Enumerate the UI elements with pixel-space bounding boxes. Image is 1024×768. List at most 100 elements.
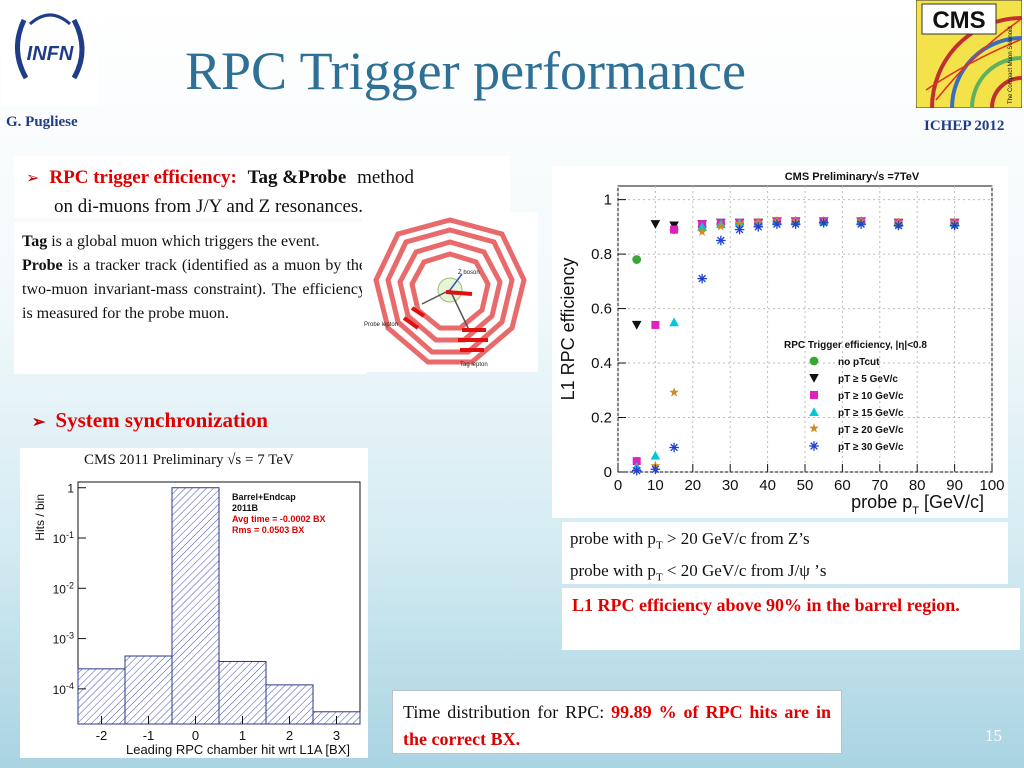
tag-probe-description: Tag is a global muon which triggers the …	[14, 222, 366, 374]
histogram-x-axis-label: Leading RPC chamber hit wrt L1A [BX]	[126, 742, 350, 757]
efficiency-legend-label: pT ≥ 30 GeV/c	[838, 442, 904, 453]
svg-text:★: ★	[734, 216, 745, 231]
histogram-tick-label-y: 10-3	[53, 631, 74, 647]
timing-note-highlight: 99.89 % of RPC hits are in the correct B…	[403, 702, 831, 749]
efficiency-point	[631, 320, 642, 330]
histogram-tick-label-x: 3	[333, 728, 340, 743]
histogram-tick-label-x: -2	[96, 728, 108, 743]
infn-logo-graphic: INFN	[15, 13, 85, 80]
efficiency-point: ★	[753, 214, 764, 229]
efficiency-tick-label-x: 90	[946, 477, 963, 494]
histogram-tick-label-x: -1	[143, 728, 155, 743]
svg-text:★: ★	[696, 224, 707, 239]
efficiency-point: ★	[715, 218, 726, 233]
histogram-bar	[77, 668, 126, 725]
efficiency-point	[651, 320, 660, 329]
note-line1-sub: T	[655, 539, 663, 552]
efficiency-point	[856, 219, 866, 229]
histogram-tick-label-y: 10-1	[53, 530, 74, 546]
efficiency-tick-label-y: 0.2	[591, 410, 612, 427]
efficiency-point	[697, 222, 707, 231]
efficiency-point	[632, 457, 641, 466]
cms-logo-graphic: CMS The Compact Muon Solenoid	[915, 0, 1024, 200]
histogram-bar	[171, 487, 220, 725]
method-word: method	[357, 167, 415, 188]
efficiency-tick-label-y: 0.8	[591, 246, 612, 263]
probe-description: is a tracker track (identified as a muon…	[22, 257, 366, 322]
tag-probe-label: Tag &Probe	[247, 167, 347, 188]
efficiency-legend-label: pT ≥ 10 GeV/c	[838, 391, 904, 402]
efficiency-legend-label: no pTcut	[838, 357, 880, 368]
efficiency-point	[650, 450, 661, 460]
efficiency-point	[669, 317, 679, 327]
efficiency-point: ★	[668, 385, 679, 400]
rpc-efficiency-lead: RPC trigger efficiency:	[49, 167, 237, 188]
efficiency-point	[697, 273, 707, 284]
note-line2-post: < 20 GeV/c from J/ψ ’s	[662, 561, 827, 581]
note-line2-pre: probe with p	[570, 561, 656, 581]
histogram-bar	[124, 655, 173, 725]
histogram-tick-label-x: 2	[286, 728, 293, 743]
efficiency-legend-marker: ★	[808, 421, 819, 436]
z-boson-label: Z boson	[458, 270, 480, 276]
efficiency-tick-label-x: 100	[979, 477, 1004, 494]
efficiency-tick-label-x: 80	[909, 477, 926, 494]
note-line1-pre: probe with p	[570, 529, 656, 548]
bullet-arrow: ➢	[26, 170, 40, 187]
svg-text:★: ★	[715, 218, 726, 233]
histogram-plot: -2 -1 0 1 2 3 1 10-1 10-2 10-3 10-4 Leading RPC cha…	[33, 481, 361, 757]
efficiency-y-axis-label: L1 RPC efficiency	[558, 258, 578, 401]
efficiency-point	[669, 442, 679, 453]
efficiency-conclusion-text: L1 RPC efficiency above 90% in the barre…	[572, 595, 960, 615]
efficiency-point	[734, 217, 745, 227]
efficiency-point	[772, 219, 782, 229]
efficiency-point	[650, 220, 661, 229]
efficiency-point: ★	[734, 216, 745, 231]
probe-word: Probe	[22, 257, 63, 274]
efficiency-plot-frame	[617, 185, 993, 473]
histogram-legend-line: Rms = 0.0503 BX	[232, 525, 304, 535]
cms-logo-text: CMS	[932, 7, 985, 34]
histogram-y-axis-label: Hits / bin	[33, 494, 47, 541]
histogram-tick-label-x: 0	[192, 728, 199, 743]
tag-description: is a global muon which triggers the even…	[47, 233, 320, 250]
efficiency-tick-label-y: 0.4	[591, 355, 612, 372]
efficiency-tick-label-x: 40	[759, 477, 776, 494]
rpc-efficiency-bullet: ➢ RPC trigger efficiency: Tag &Probe meth…	[14, 156, 510, 218]
svg-text:★: ★	[668, 385, 679, 400]
infn-logo: INFN	[2, 2, 98, 106]
efficiency-point	[818, 217, 829, 228]
efficiency-tick-label-x: 0	[614, 477, 622, 494]
histogram-legend-title: Barrel+Endcap	[232, 492, 296, 502]
efficiency-point	[949, 220, 960, 231]
efficiency-point	[632, 255, 642, 264]
page-number: 15	[985, 726, 1002, 745]
efficiency-plot: 0 10 20 30 40 50 60 70 80 90 100 0 0.2 0.4 0.6 0.8 1 CMS …	[558, 171, 1005, 517]
efficiency-point: ★	[696, 224, 707, 239]
system-sync-label: System synchronization	[55, 408, 268, 432]
efficiency-point	[670, 225, 679, 234]
efficiency-legend-marker	[809, 441, 819, 451]
efficiency-tick-label-x: 50	[797, 477, 814, 494]
author-label: G. Pugliese	[6, 114, 78, 130]
svg-text:★: ★	[808, 421, 819, 436]
efficiency-x-axis-label: probe pT [GeV/c]	[851, 492, 984, 517]
efficiency-tick-label-x: 20	[684, 477, 701, 494]
efficiency-legend-marker	[809, 356, 819, 366]
note-line2-sub: T	[655, 571, 663, 584]
histogram-tick-label-y: 10-2	[53, 580, 74, 596]
efficiency-point	[734, 224, 745, 235]
efficiency-legend-label: pT ≥ 20 GeV/c	[838, 425, 904, 436]
histogram-legend-line: Avg time = -0.0002 BX	[232, 514, 325, 524]
efficiency-conclusion: L1 RPC efficiency above 90% in the barre…	[562, 588, 1020, 650]
histogram-bar	[218, 660, 267, 725]
cms-logo: CMS The Compact Muon Solenoid	[915, 0, 1024, 200]
efficiency-legend-label: pT ≥ 5 GeV/c	[838, 374, 898, 385]
efficiency-chart-title: CMS Preliminary√s =7TeV	[785, 171, 920, 183]
efficiency-point	[650, 464, 661, 475]
timing-histogram: CMS 2011 Preliminary √s = 7 TeV -2 -1 0 1 2 3…	[20, 448, 368, 758]
system-sync-bullet: ➢ System synchronization	[32, 408, 268, 433]
efficiency-legend-label: pT ≥ 15 GeV/c	[838, 408, 904, 419]
efficiency-point	[631, 465, 642, 476]
efficiency-tick-label-x: 30	[722, 477, 739, 494]
